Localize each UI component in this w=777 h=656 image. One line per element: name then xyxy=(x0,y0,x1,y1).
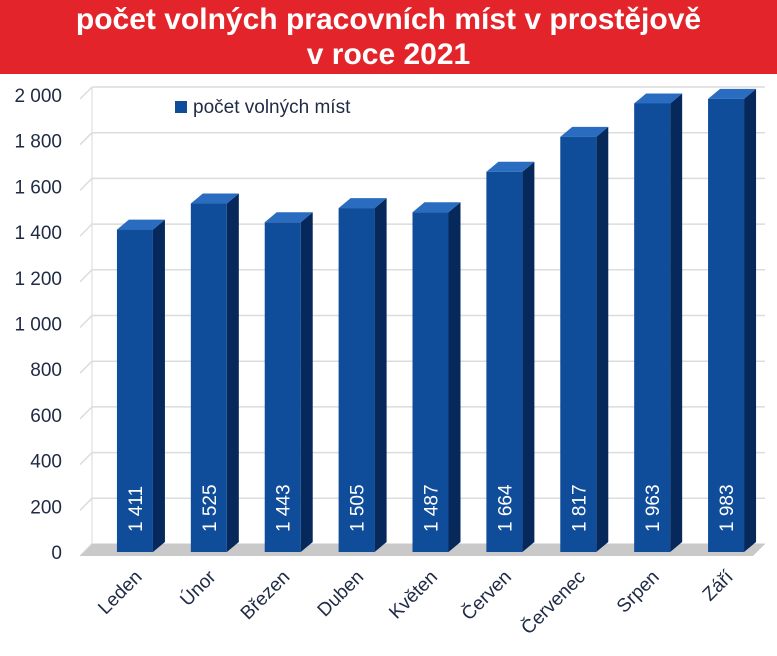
gridline-depth xyxy=(79,406,93,420)
bar-group: 1 664 xyxy=(486,161,535,552)
bar-side xyxy=(596,126,609,553)
y-tick-label: 1 400 xyxy=(14,223,62,244)
gridline-depth xyxy=(79,452,93,466)
bar xyxy=(708,98,745,553)
bar-side xyxy=(448,202,461,552)
y-tick-label: 2 000 xyxy=(14,86,62,107)
y-tick-label: 1 800 xyxy=(14,132,62,153)
gridline-depth xyxy=(79,314,93,329)
data-label: 1 505 xyxy=(348,484,369,532)
bar xyxy=(338,208,375,553)
bar xyxy=(116,229,153,553)
bar-group: 1 983 xyxy=(708,88,757,553)
x-tick-label: Červen xyxy=(457,566,516,625)
bar xyxy=(634,103,671,552)
bar-top xyxy=(708,88,757,99)
bar-top xyxy=(264,212,313,223)
x-tick-label: Leden xyxy=(94,567,146,619)
y-tick-label: 1 200 xyxy=(14,269,62,290)
bar-side xyxy=(670,93,683,552)
bar-side xyxy=(300,212,313,552)
bar-top xyxy=(338,198,387,209)
bar-top xyxy=(116,219,165,230)
gridline-depth xyxy=(79,360,93,374)
bar-top xyxy=(190,193,239,204)
y-tick-label: 600 xyxy=(30,406,62,427)
legend: počet volných míst xyxy=(175,97,351,118)
y-tick-label: 400 xyxy=(30,452,62,473)
data-label: 1 817 xyxy=(569,484,590,532)
x-tick-label: Březen xyxy=(237,567,294,624)
y-axis: 0 200 400 600 800 1 000 1 200 1 400 1 600 1 800 2 … xyxy=(14,86,62,564)
bars: 1 411 1 525 1 443 1 505 1 487 1 664 1 817 1 963… xyxy=(116,88,757,553)
bar-top xyxy=(486,161,535,172)
bar-group: 1 505 xyxy=(338,198,387,553)
bar xyxy=(412,212,449,552)
bar-group: 1 487 xyxy=(412,202,461,552)
x-tick-label: Květen xyxy=(385,567,442,624)
data-label: 1 443 xyxy=(274,484,295,532)
bar-side xyxy=(152,219,165,553)
legend-label: počet volných míst xyxy=(193,97,351,118)
chart-title-banner: počet volných pracovních míst v prostějo… xyxy=(0,0,777,74)
data-label: 1 963 xyxy=(643,484,664,532)
y-tick-label: 1 000 xyxy=(14,315,62,336)
legend-swatch xyxy=(175,101,187,113)
data-label: 1 983 xyxy=(717,484,738,532)
bar xyxy=(486,171,523,552)
bar-group: 1 817 xyxy=(560,126,609,553)
bar-group: 1 525 xyxy=(190,193,239,552)
gridline-depth xyxy=(79,132,93,146)
x-tick-label: Září xyxy=(699,566,738,605)
y-tick-label: 1 600 xyxy=(14,177,62,198)
bar-side xyxy=(374,198,387,553)
bar-group: 1 411 xyxy=(116,219,165,553)
bar-top xyxy=(560,126,609,137)
bar xyxy=(264,222,301,552)
bar-top xyxy=(412,202,461,213)
data-label: 1 525 xyxy=(200,484,221,532)
gridline-depth xyxy=(79,86,93,100)
bar-side xyxy=(744,88,757,553)
gridline-depth xyxy=(79,177,93,191)
y-tick-label: 200 xyxy=(30,497,62,518)
x-tick-label: Srpen xyxy=(613,567,664,618)
gridline-depth xyxy=(79,269,93,283)
x-tick-label: Únor xyxy=(176,566,221,611)
data-label: 1 487 xyxy=(422,484,443,532)
bar xyxy=(560,136,597,553)
bar-group: 1 443 xyxy=(264,212,313,552)
bar-side xyxy=(522,161,535,552)
y-tick-label: 800 xyxy=(30,360,62,381)
y-tick-label: 0 xyxy=(51,543,62,564)
x-tick-label: Duben xyxy=(314,567,368,621)
bar-side xyxy=(226,193,239,552)
chart-title-line-2: v roce 2021 xyxy=(306,38,471,71)
bar-group: 1 963 xyxy=(634,93,683,552)
gridline-depth xyxy=(79,497,93,511)
x-axis: Leden Únor Březen Duben Květen Červen Červenec… xyxy=(94,566,738,640)
bar-top xyxy=(634,93,683,104)
chart-title-line-1: počet volných pracovních míst v prostějo… xyxy=(75,3,702,36)
bar xyxy=(190,203,227,552)
gridline-depth xyxy=(79,223,93,237)
x-tick-label: Červenec xyxy=(517,566,590,639)
data-label: 1 411 xyxy=(126,486,147,532)
data-label: 1 664 xyxy=(495,484,516,532)
